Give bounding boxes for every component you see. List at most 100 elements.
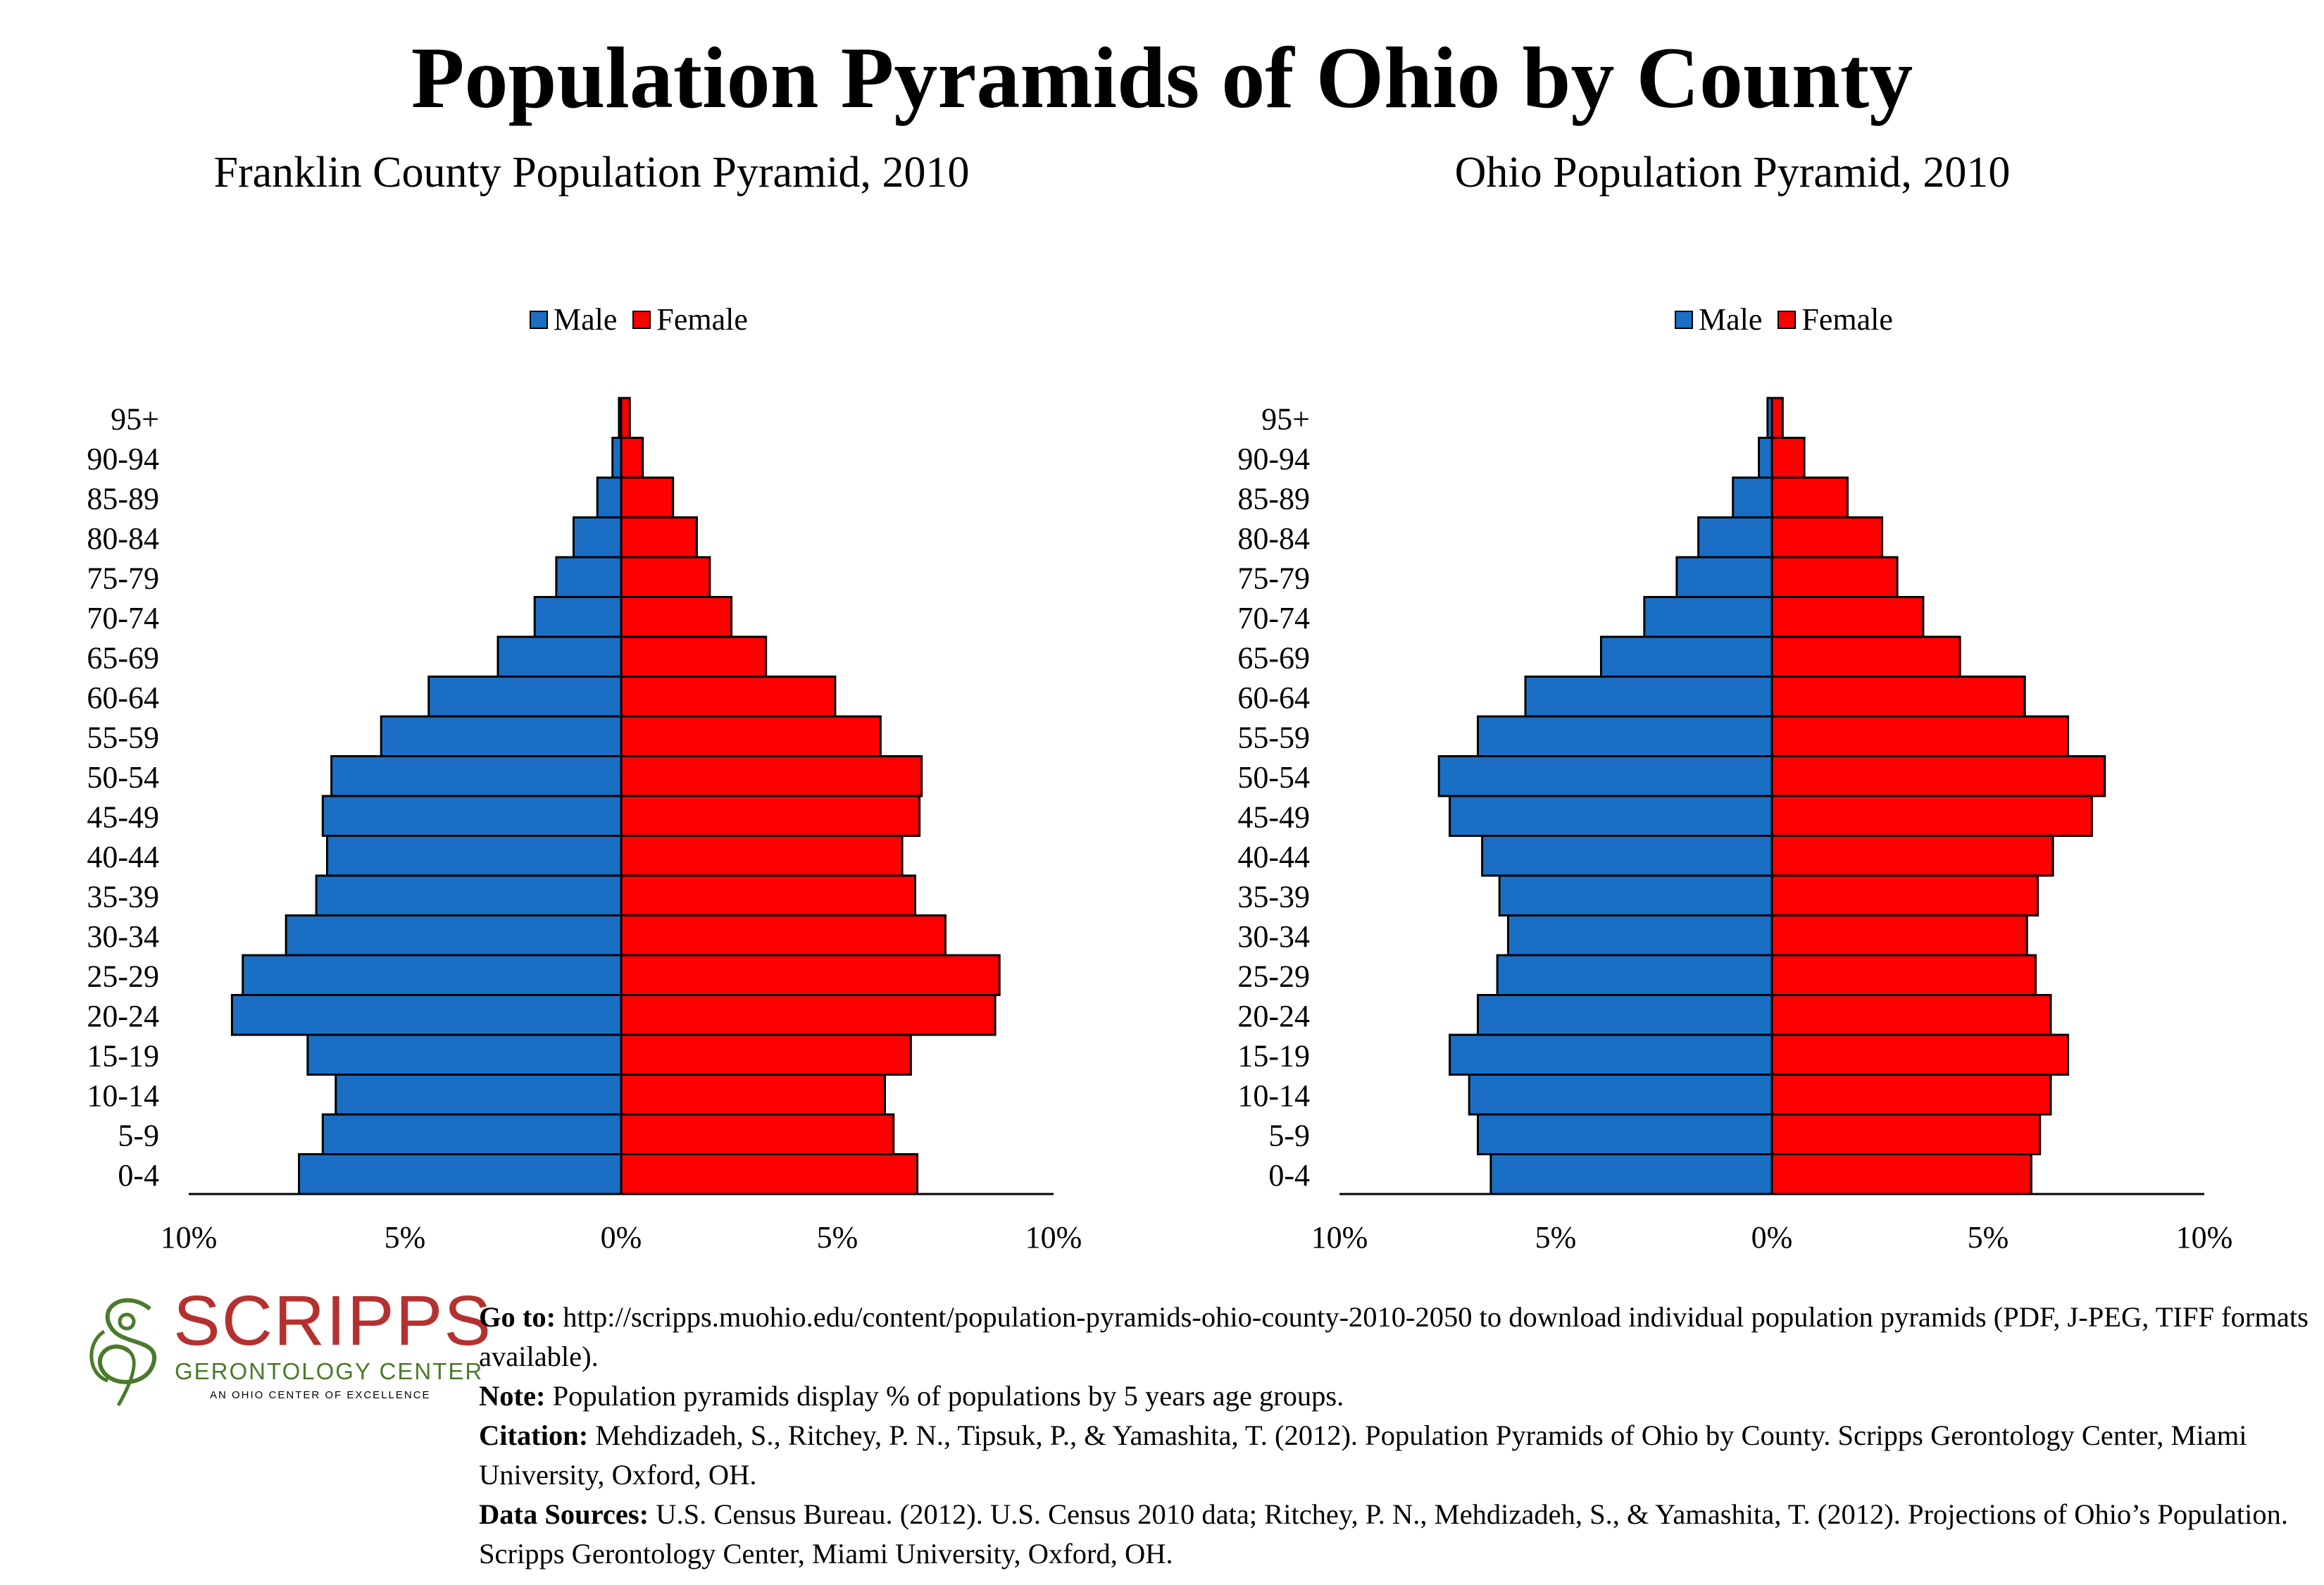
bar-male-25-29 <box>242 954 623 996</box>
age-label: 50-54 <box>87 760 159 795</box>
age-label: 35-39 <box>87 879 159 914</box>
bar-female-50-54 <box>620 755 923 797</box>
sources-text: U.S. Census Bureau. (2012). U.S. Census … <box>479 1498 2288 1570</box>
legend-swatch-female <box>1778 310 1797 329</box>
bar-male-0-4 <box>298 1153 623 1195</box>
age-label: 75-79 <box>87 561 159 595</box>
bar-female-75-79 <box>620 556 711 598</box>
bar-female-10-14 <box>620 1074 887 1116</box>
chart-title-ohio: Ohio Population Pyramid, 2010 <box>1454 149 2011 197</box>
legend-item-female: Female <box>1778 302 1893 337</box>
bar-male-10-14 <box>335 1074 623 1116</box>
bar-male-35-39 <box>315 874 623 916</box>
age-label: 85-89 <box>87 481 159 516</box>
footer-note: Note: Population pyramids display % of p… <box>479 1376 2310 1416</box>
bar-male-75-79 <box>555 556 623 598</box>
age-label: 60-64 <box>87 680 159 715</box>
legend-swatch-female <box>632 310 651 329</box>
footer-goto: Go to: http://scripps.muohio.edu/content… <box>479 1298 2310 1376</box>
bar-male-15-19 <box>306 1033 623 1076</box>
logo-wordmark: SCRIPPS <box>173 1281 493 1360</box>
age-label: 70-74 <box>87 601 159 635</box>
bar-female-20-24 <box>620 994 997 1036</box>
bar-female-80-84 <box>620 516 698 559</box>
goto-label: Go to: <box>479 1301 556 1333</box>
footer-notes: Go to: http://scripps.muohio.edu/content… <box>479 1298 2310 1574</box>
bar-male-85-89 <box>596 476 623 518</box>
bar-female-30-34 <box>620 914 947 957</box>
bar-female-5-9 <box>620 1113 895 1155</box>
bar-female-60-64 <box>620 676 837 718</box>
sources-label: Data Sources: <box>479 1498 649 1530</box>
bar-female-55-59 <box>620 715 882 757</box>
age-label: 5-9 <box>118 1118 159 1152</box>
footer-citation: Citation: Mehdizadeh, S., Ritchey, P. N.… <box>479 1416 2310 1495</box>
age-label: 15-19 <box>87 1038 159 1073</box>
x-tick-label: 5% <box>385 1220 426 1255</box>
bar-female-35-39 <box>620 874 917 916</box>
note-label: Note: <box>479 1380 546 1412</box>
age-label: 55-59 <box>87 720 159 754</box>
x-tick-label: 5% <box>817 1220 858 1255</box>
bar-male-65-69 <box>496 635 623 678</box>
scripps-logo: SCRIPPS GERONTOLOGY CENTER AN OHIO CENTE… <box>83 1282 491 1416</box>
age-label: 95+ <box>111 402 159 436</box>
bar-male-70-74 <box>533 596 623 638</box>
bar-female-85-89 <box>620 476 675 518</box>
bar-male-5-9 <box>321 1113 623 1155</box>
bar-male-30-34 <box>285 914 623 957</box>
legend-franklin: Male Female <box>530 302 763 337</box>
bar-male-80-84 <box>572 516 623 559</box>
legend-swatch-male <box>530 310 548 329</box>
citation-text: Mehdizadeh, S., Ritchey, P. N., Tipsuk, … <box>479 1419 2247 1491</box>
bar-female-95+ <box>620 397 631 439</box>
legend-ohio: Male Female <box>1675 302 1908 337</box>
x-tick-label: 10% <box>1025 1220 1082 1255</box>
age-label: 30-34 <box>87 919 159 954</box>
bar-female-70-74 <box>620 596 733 638</box>
bar-male-55-59 <box>380 715 623 757</box>
bar-male-90-94 <box>611 437 623 479</box>
legend-label-female: Female <box>656 302 748 337</box>
footer-sources: Data Sources: U.S. Census Bureau. (2012)… <box>479 1495 2310 1574</box>
citation-label: Citation: <box>479 1419 589 1451</box>
age-label: 20-24 <box>87 999 159 1033</box>
bar-female-90-94 <box>620 437 644 479</box>
bar-female-25-29 <box>620 954 1001 996</box>
chart-title-franklin: Franklin County Population Pyramid, 2010 <box>213 149 970 197</box>
age-label: 25-29 <box>87 959 159 993</box>
bar-female-65-69 <box>620 635 768 678</box>
main-title: Population Pyramids of Ohio by County <box>411 30 1913 126</box>
note-text: Population pyramids display % of populat… <box>545 1380 1344 1412</box>
age-label: 10-14 <box>87 1079 159 1113</box>
bar-female-0-4 <box>620 1153 919 1195</box>
scripps-swirl-icon <box>89 1298 157 1407</box>
age-label: 40-44 <box>87 840 159 874</box>
x-tick-label: 10% <box>161 1220 218 1255</box>
bar-male-60-64 <box>427 676 623 718</box>
legend-item-male: Male <box>1675 302 1762 337</box>
legend-swatch-male <box>1675 310 1693 329</box>
legend-item-female: Female <box>632 302 748 337</box>
legend-label-female: Female <box>1801 302 1893 337</box>
logo-subtitle: GERONTOLOGY CENTER <box>175 1358 484 1384</box>
age-label: 0-4 <box>118 1158 159 1193</box>
age-label: 90-94 <box>87 442 159 476</box>
bar-female-40-44 <box>620 835 904 877</box>
bar-male-40-44 <box>325 835 623 877</box>
age-label: 80-84 <box>87 521 159 556</box>
legend-label-male: Male <box>554 302 618 337</box>
age-label: 45-49 <box>87 800 159 834</box>
legend-item-male: Male <box>530 302 617 337</box>
bar-male-45-49 <box>321 795 623 837</box>
bar-male-20-24 <box>230 994 623 1036</box>
bar-male-50-54 <box>330 755 623 797</box>
logo-tagline: AN OHIO CENTER OF EXCELLENCE <box>210 1389 431 1401</box>
legend-label-male: Male <box>1699 302 1763 337</box>
bar-female-15-19 <box>620 1033 912 1076</box>
x-tick-label: 0% <box>601 1220 642 1255</box>
bar-female-45-49 <box>620 795 921 837</box>
age-label: 65-69 <box>87 640 159 675</box>
goto-text: http://scripps.muohio.edu/content/popula… <box>479 1301 2309 1372</box>
